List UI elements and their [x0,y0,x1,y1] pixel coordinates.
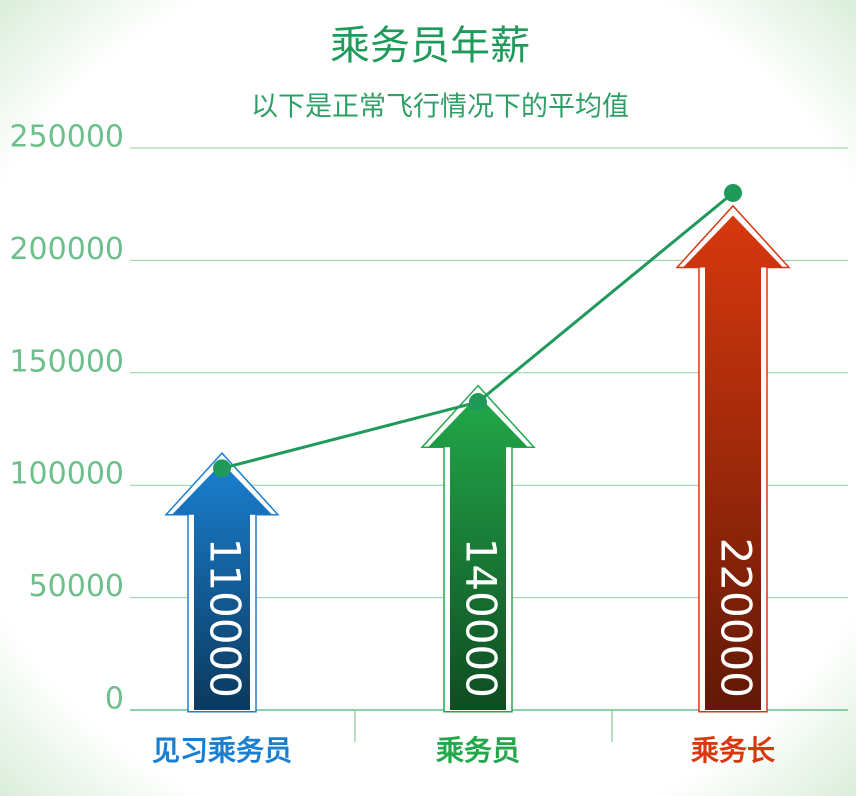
bar-shade [172,462,272,710]
line-point [469,393,487,412]
y-tick-label: 250000 [9,120,124,155]
y-tick-label: 200000 [9,232,124,267]
bar-shade [428,395,528,710]
chart-subtitle: 以下是正常飞行情况下的平均值 [251,92,629,123]
x-tick-label: 乘务员 [436,734,520,767]
y-tick-label: 0 [105,682,124,717]
y-tick-label: 50000 [29,569,124,604]
value-label: 110000 [201,538,250,698]
bar-shade [683,215,783,710]
line-point [724,183,742,202]
y-tick-label: 150000 [9,344,124,379]
x-tick-label: 见习乘务员 [152,734,292,767]
y-tick-label: 100000 [9,457,124,492]
x-tick-label: 乘务长 [691,734,775,767]
line-point [213,459,231,478]
chart-title: 乘务员年薪 [330,23,530,69]
value-label: 140000 [457,538,506,698]
value-label: 220000 [712,538,761,698]
